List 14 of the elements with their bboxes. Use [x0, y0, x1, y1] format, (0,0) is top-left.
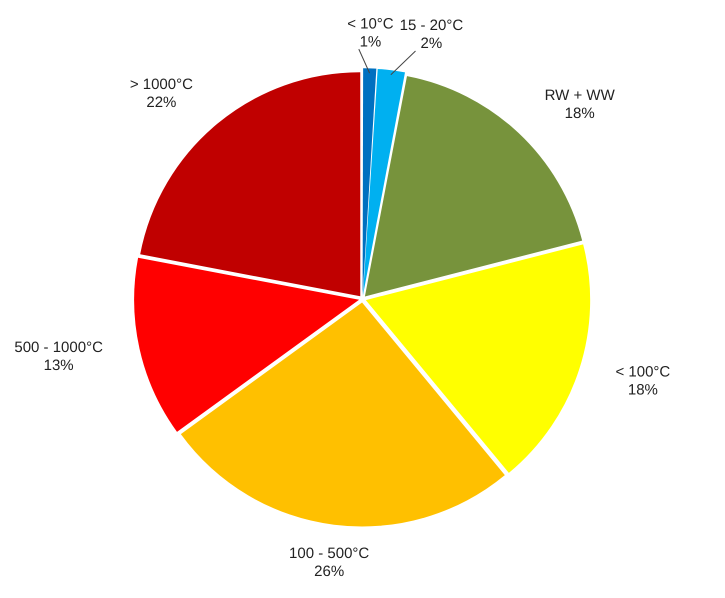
data-label: 18%	[564, 105, 595, 122]
slice-label: > 1000°C	[130, 76, 194, 94]
data-label: 18%	[628, 381, 658, 398]
slice-label: < 100°C	[615, 363, 670, 380]
data-label: 2%	[420, 35, 442, 52]
slice-label: 500 - 1000°C	[14, 339, 104, 356]
slice-label: 15 - 20°C	[400, 17, 464, 34]
slice-label: 100 - 500°C	[289, 545, 370, 562]
data-label: 1%	[360, 33, 382, 50]
data-label: 22%	[146, 94, 176, 112]
data-label: 26%	[314, 563, 344, 580]
data-label: 13%	[44, 357, 74, 374]
slice-label: < 10°C	[347, 15, 394, 32]
slice-label: RW + WW	[544, 87, 616, 104]
